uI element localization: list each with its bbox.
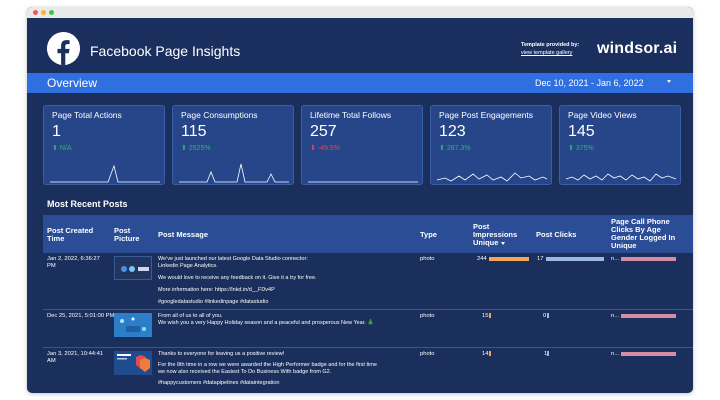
column-header-clicks[interactable]: Post Clicks [536,230,577,239]
post-type: photo [420,351,435,357]
report-title: Facebook Page Insights [90,43,241,59]
posts-table-header: Post Created Time Post Picture Post Mess… [43,215,693,253]
impressions-value: 15 [482,313,489,319]
post-created-time: Jan 2, 2022, 6:36:27 PM [47,256,100,269]
kpi-value: 145 [568,123,595,140]
impressions-bar [489,257,529,261]
column-header-type[interactable]: Type [420,230,437,239]
clicks-bar [547,351,549,356]
report-header: Facebook Page Insights Template provided… [27,18,693,73]
post-message-line: For the 8th time in a row we were awarde… [158,362,377,368]
window-chrome [27,7,693,18]
page-call-value: n... [611,313,620,319]
post-thumbnail-image [114,313,152,337]
kpi-value: 1 [52,123,61,140]
clicks-value: 1 [544,351,548,357]
kpi-sparkline [179,163,289,183]
arrow-up-icon: ⬆ [181,145,189,152]
kpi-card-page-consumptions[interactable]: Page Consumptions 115 ⬆ 2625% [172,105,294,185]
windsor-logo: windsor.ai [597,40,678,57]
kpi-label: Page Consumptions [181,110,258,120]
recent-posts-title: Most Recent Posts [47,199,128,209]
kpi-delta: ⬆ 375% [568,145,594,152]
window-minimize-button[interactable] [41,10,46,15]
kpi-value: 257 [310,123,337,140]
kpi-label: Page Video Views [568,110,637,120]
column-header-picture[interactable]: Post Picture [114,226,140,243]
window-close-button[interactable] [33,10,38,15]
post-type: photo [420,256,435,262]
kpi-card-lifetime-total-follows[interactable]: Lifetime Total Follows 257 ⬇ -49.5% [301,105,423,185]
arrow-down-icon: ⬇ [310,145,318,152]
facebook-logo-icon [47,32,80,65]
impressions-value: 244 [477,256,487,262]
template-gallery-link[interactable]: view template gallery [521,50,573,56]
post-picture[interactable] [114,313,152,337]
window-maximize-button[interactable] [49,10,54,15]
post-message-line: #googledatastudio #linkedinpage #datastu… [158,299,269,305]
arrow-up-icon: ⬆ [52,145,60,152]
post-thumbnail-image [114,351,152,375]
page-call-value: n... [611,256,620,262]
post-thumbnail-image [121,266,149,272]
kpi-sparkline [436,172,548,182]
page-call-value: n... [611,351,620,357]
kpi-sparkline [308,181,418,183]
column-header-message[interactable]: Post Message [158,230,209,239]
page-call-bar [621,352,676,356]
template-provider-label: Template provided by: [521,42,580,48]
clicks-value: 0 [543,313,547,319]
arrow-up-icon: ⬆ [568,145,576,152]
table-row[interactable]: Jan 2, 2022, 6:36:27 PM We've just launc… [43,253,693,310]
column-header-created[interactable]: Post Created Time [47,226,94,243]
impressions-value: 14 [482,351,489,357]
kpi-value: 115 [181,123,207,140]
post-message-line: Thanks to everyone for leaving us a posi… [158,351,285,357]
chevron-down-icon[interactable] [667,80,671,83]
kpi-card-page-video-views[interactable]: Page Video Views 145 ⬆ 375% [559,105,681,185]
kpi-value: 123 [439,123,466,140]
clicks-value: 17 [537,256,544,262]
post-message-line: We wish you a very Happy Holiday season … [158,320,375,326]
column-header-impressions[interactable]: Post Impressions Unique [473,222,518,247]
kpi-delta: ⬆ N/A [52,145,72,152]
page-call-bar [621,314,676,318]
overview-title: Overview [47,76,98,90]
table-row[interactable]: Dec 25, 2021, 5:01:00 PM From all of us … [43,310,693,348]
post-message-line: Linkedin Page Analytics. [158,263,218,269]
kpi-delta: ⬆ 267.3% [439,145,471,152]
kpi-sparkline [565,173,677,182]
clicks-bar [546,257,604,261]
impressions-bar [489,351,491,356]
kpi-label: Page Total Actions [52,110,122,120]
kpi-card-page-total-actions[interactable]: Page Total Actions 1 ⬆ N/A [43,105,165,185]
post-message-line: More information here: https://lnkd.in/d… [158,287,275,293]
kpi-sparkline [50,164,160,183]
post-message-line: we now also received the Easiest To Do B… [158,369,332,375]
clicks-bar [547,313,549,318]
post-message-line: We would love to receive any feedback on… [158,275,317,281]
kpi-label: Page Post Engagements [439,110,534,120]
post-picture[interactable] [114,256,152,280]
post-message-line: #happycustomers #datapipelines #datainte… [158,380,280,386]
post-picture[interactable] [114,351,152,375]
table-row[interactable]: Jan 3, 2021, 10:44:41 AM Thanks to every… [43,348,693,393]
sort-descending-icon[interactable] [501,241,506,245]
post-type: photo [420,313,435,319]
post-message-line: We've just launched our latest Google Da… [158,256,308,262]
post-created-time: Jan 3, 2021, 10:44:41 AM [47,351,104,364]
dashboard-window: Facebook Page Insights Template provided… [27,7,693,393]
arrow-up-icon: ⬆ [439,145,447,152]
impressions-bar [489,313,491,318]
post-created-time: Dec 25, 2021, 5:01:00 PM [47,313,115,319]
overview-bar: Overview Dec 10, 2021 - Jan 6, 2022 [27,73,693,93]
column-header-page-call[interactable]: Page Call Phone Clicks By Age Gender Log… [611,217,676,250]
kpi-card-page-post-engagements[interactable]: Page Post Engagements 123 ⬆ 267.3% [430,105,552,185]
post-message-line: From all of us to all of you. [158,313,223,319]
kpi-delta: ⬆ 2625% [181,145,211,152]
date-range-selector[interactable]: Dec 10, 2021 - Jan 6, 2022 [535,78,644,88]
kpi-delta: ⬇ -49.5% [310,145,340,152]
kpi-label: Lifetime Total Follows [310,110,392,120]
page-call-bar [621,257,676,261]
